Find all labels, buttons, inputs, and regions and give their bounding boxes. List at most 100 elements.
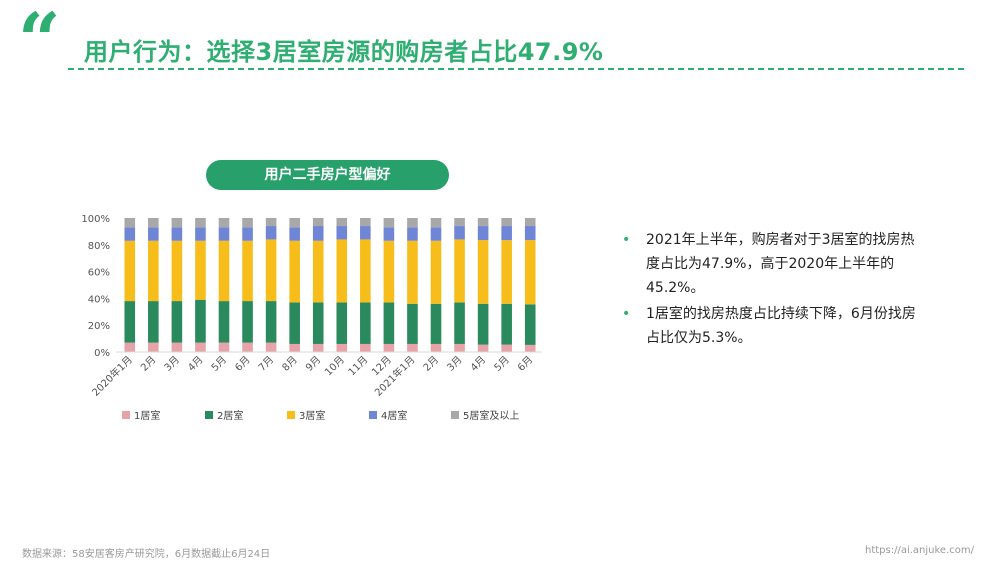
- insight-item: • 1居室的找房热度占比持续下降，6月份找房占比仅为5.3%。: [620, 302, 920, 350]
- x-tick-label: 4月: [468, 354, 488, 374]
- bar-segment: [524, 240, 536, 305]
- y-tick-label: 0%: [94, 348, 110, 359]
- bar-segment: [148, 342, 159, 352]
- bar-segment: [501, 218, 512, 227]
- bar-segment: [289, 343, 300, 352]
- bar-segment: [454, 302, 465, 344]
- bar-segment: [430, 343, 442, 352]
- bar-segment: [124, 342, 136, 352]
- bar-segment: [124, 301, 136, 343]
- insight-text: 2021年上半年，购房者对于3居室的找房热度占比为47.9%，高于2020年上半…: [646, 232, 915, 296]
- legend-swatch: [287, 411, 295, 419]
- bar-segment: [336, 239, 348, 303]
- x-tick-label: 8月: [280, 354, 300, 374]
- x-tick-label: 7月: [256, 354, 276, 374]
- bar-segment: [171, 227, 183, 241]
- bar-segment: [124, 218, 136, 228]
- bar-segment: [265, 226, 277, 240]
- bullet-dot-icon: •: [622, 232, 631, 248]
- bar-segment: [454, 343, 465, 352]
- bar-segment: [501, 344, 512, 352]
- legend-swatch: [369, 411, 377, 419]
- bar-segment: [430, 240, 442, 304]
- x-tick-label: 10月: [322, 354, 347, 379]
- bar-segment: [171, 301, 183, 343]
- bar-segment: [171, 218, 183, 228]
- y-tick-label: 60%: [88, 268, 110, 279]
- bar-segment: [242, 218, 253, 228]
- bar-segment: [148, 240, 159, 302]
- bar-segment: [407, 218, 418, 228]
- x-tick-label: 3月: [445, 354, 465, 374]
- bar-segment: [524, 304, 536, 345]
- bar-segment: [312, 240, 324, 303]
- insight-item: • 2021年上半年，购房者对于3居室的找房热度占比为47.9%，高于2020年…: [620, 228, 920, 300]
- bar-segment: [148, 218, 159, 228]
- x-tick-label: 6月: [233, 354, 253, 374]
- bar-segment: [312, 302, 324, 344]
- bar-segment: [360, 239, 371, 303]
- bar-segment: [242, 342, 253, 352]
- bullet-dot-icon: •: [622, 306, 631, 322]
- bar-segment: [265, 301, 277, 343]
- legend-swatch: [122, 411, 130, 419]
- bar-segment: [360, 218, 371, 227]
- page-title: 用户行为：选择3居室房源的购房者占比47.9%: [84, 38, 604, 66]
- insight-list: • 2021年上半年，购房者对于3居室的找房热度占比为47.9%，高于2020年…: [620, 228, 920, 352]
- bar-segment: [218, 342, 230, 352]
- bar-segment: [265, 218, 277, 227]
- bar-segment: [242, 227, 253, 241]
- bar-segment: [524, 226, 536, 241]
- bar-segment: [336, 302, 348, 344]
- bar-segment: [195, 299, 206, 343]
- bar-segment: [501, 240, 512, 304]
- bar-segment: [265, 239, 277, 302]
- x-tick-label: 2月: [421, 354, 441, 374]
- chart-title: 用户二手房户型偏好: [206, 160, 449, 190]
- bar-segment: [242, 240, 253, 302]
- bar-segment: [312, 218, 324, 227]
- bar-segment: [501, 303, 512, 345]
- bar-segment: [477, 303, 489, 345]
- bar-segment: [454, 239, 465, 303]
- x-tick-label: 6月: [515, 354, 535, 374]
- bar-segment: [430, 303, 442, 344]
- bar-segment: [289, 227, 300, 241]
- bar-segment: [336, 226, 348, 240]
- y-tick-label: 80%: [88, 241, 110, 252]
- bar-segment: [148, 227, 159, 241]
- bar-segment: [289, 302, 300, 344]
- bar-segment: [148, 301, 159, 343]
- bar-segment: [477, 240, 489, 304]
- title-divider: [68, 68, 964, 70]
- bar-segment: [407, 227, 418, 241]
- legend-label: 4居室: [381, 409, 407, 422]
- bar-segment: [218, 227, 230, 241]
- bar-segment: [360, 302, 371, 344]
- bar-segment: [218, 240, 230, 302]
- bar-segment: [242, 301, 253, 343]
- bar-segment: [218, 218, 230, 228]
- quote-mark-icon: “: [18, 0, 61, 84]
- bar-segment: [360, 226, 371, 240]
- bar-segment: [289, 218, 300, 228]
- bar-segment: [195, 240, 206, 300]
- bar-segment: [360, 343, 371, 352]
- bar-segment: [195, 227, 206, 241]
- legend-label: 3居室: [299, 409, 325, 422]
- x-tick-label: 2020年1月: [89, 353, 135, 399]
- legend-swatch: [205, 411, 213, 419]
- x-tick-label: 5月: [209, 354, 229, 374]
- x-tick-label: 4月: [186, 354, 206, 374]
- y-tick-label: 40%: [88, 294, 110, 305]
- bar-segment: [171, 240, 183, 302]
- bar-segment: [477, 218, 489, 227]
- bar-segment: [312, 343, 324, 352]
- bar-segment: [312, 226, 324, 241]
- legend-label: 5居室及以上: [463, 409, 519, 422]
- bar-segment: [501, 226, 512, 241]
- bar-segment: [336, 218, 348, 227]
- bar-segment: [383, 302, 395, 344]
- insight-text: 1居室的找房热度占比持续下降，6月份找房占比仅为5.3%。: [646, 306, 916, 346]
- bar-segment: [218, 301, 230, 343]
